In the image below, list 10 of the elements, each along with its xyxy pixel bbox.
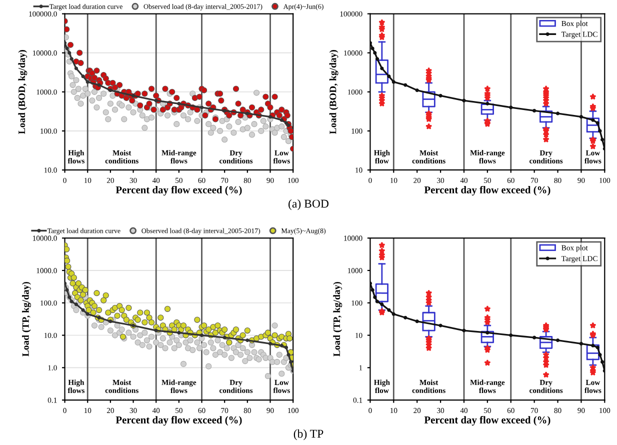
x-axis-title: Percent day flow exceed (%) <box>424 186 550 196</box>
y-axis-title: Load (TP, kg/day) <box>333 282 342 356</box>
x-axis-title: Percent day flow exceed (%) <box>424 416 550 426</box>
y-axis-title: Load (BOD, kg/day) <box>329 50 338 134</box>
y-axis-title: Load (BOD, kg/day) <box>18 50 28 134</box>
text: (a) BOD <box>288 199 329 210</box>
x-axis-title: Percent day flow exceed (%) <box>116 186 242 196</box>
text: (b) TP <box>294 429 324 440</box>
y-axis-title: Load (TP, kg/day) <box>22 282 31 356</box>
x-axis-title: Percent day flow exceed (%) <box>116 416 242 426</box>
